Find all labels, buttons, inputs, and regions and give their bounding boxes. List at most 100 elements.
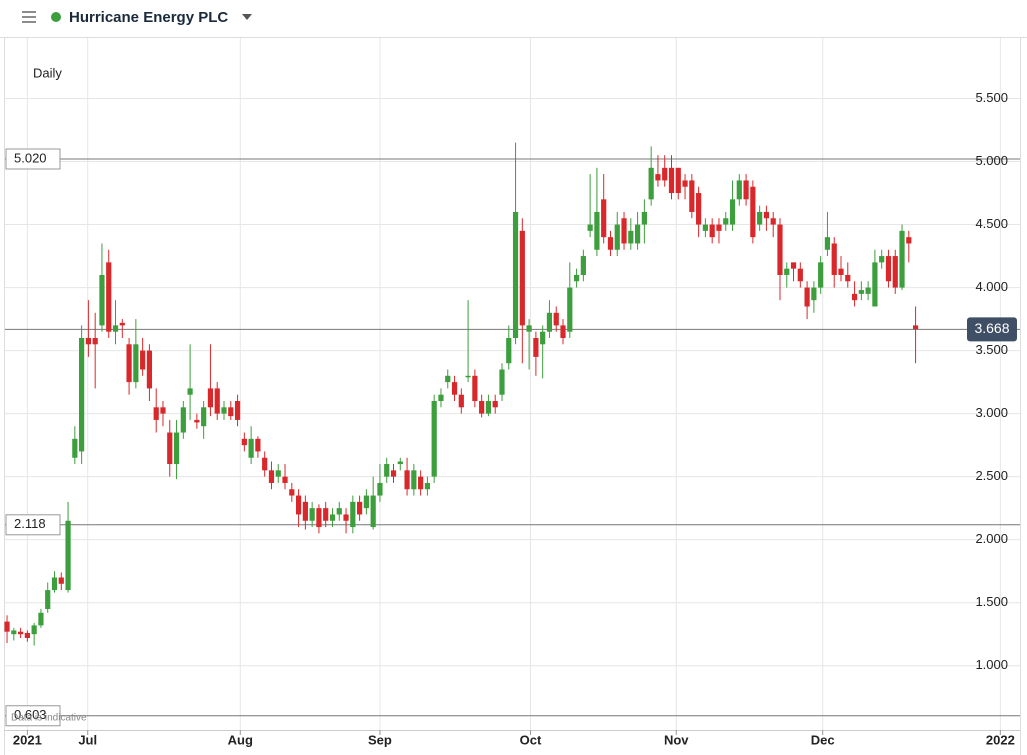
candle-body bbox=[519, 230, 525, 326]
level-badge bbox=[967, 317, 1017, 342]
disclaimer: Data is indicative bbox=[11, 713, 87, 724]
candle-body bbox=[302, 501, 308, 521]
candle-body bbox=[906, 237, 912, 244]
candle-body bbox=[119, 322, 125, 326]
candle-body bbox=[682, 180, 688, 187]
candle-body bbox=[845, 274, 851, 282]
top-bar bbox=[0, 0, 1027, 38]
candle-body bbox=[702, 224, 708, 231]
candle-body bbox=[255, 438, 261, 452]
candle-body bbox=[757, 211, 763, 225]
candle-body bbox=[11, 630, 17, 635]
candle-body bbox=[411, 470, 417, 490]
candle-body bbox=[92, 337, 98, 345]
candle-body bbox=[126, 344, 132, 383]
candle-body bbox=[194, 419, 200, 423]
candle-body bbox=[451, 382, 458, 395]
candle-body bbox=[24, 632, 30, 638]
y-tick-label: 4.000 bbox=[975, 279, 1008, 294]
candle-body bbox=[499, 369, 505, 395]
candle-body bbox=[180, 407, 186, 433]
candle-body bbox=[899, 230, 905, 288]
candle-body bbox=[885, 256, 892, 282]
candle-body bbox=[201, 407, 207, 427]
candle-body bbox=[445, 375, 451, 383]
candle-body bbox=[268, 470, 275, 483]
x-tick-label: Sep bbox=[368, 732, 392, 747]
candle-body bbox=[248, 438, 254, 458]
candle-body bbox=[133, 344, 139, 383]
candle-body bbox=[655, 174, 661, 181]
candle-body bbox=[363, 495, 369, 509]
candle-body bbox=[912, 325, 919, 330]
candle-body bbox=[533, 337, 539, 357]
candle-body bbox=[662, 167, 668, 181]
candle-body bbox=[614, 224, 620, 250]
candle-body bbox=[879, 256, 885, 263]
candle-body bbox=[140, 350, 146, 370]
dropdown-caret[interactable] bbox=[242, 14, 252, 20]
candle-body bbox=[336, 508, 342, 515]
candle-body bbox=[295, 495, 302, 515]
candle-body bbox=[357, 501, 363, 515]
candle-body bbox=[607, 237, 614, 250]
candle-body bbox=[329, 514, 336, 521]
candle-body bbox=[234, 401, 241, 420]
x-tick-label: Nov bbox=[664, 732, 689, 747]
interval-label: Daily bbox=[33, 65, 62, 80]
candle-body bbox=[675, 167, 681, 194]
candle-body bbox=[370, 495, 376, 528]
candle-body bbox=[275, 470, 281, 477]
level-label: 2.118 bbox=[14, 516, 46, 531]
level-label: 0.603 bbox=[14, 707, 47, 722]
candle-body bbox=[207, 388, 214, 408]
candle-body bbox=[38, 612, 44, 626]
candle-body bbox=[4, 621, 10, 632]
candle-body bbox=[770, 218, 776, 225]
x-tick-label: Dec bbox=[811, 732, 835, 747]
candle-body bbox=[241, 438, 247, 446]
candle-body bbox=[282, 476, 288, 483]
candle-body bbox=[228, 407, 234, 417]
candle-body bbox=[634, 224, 641, 244]
candle-body bbox=[831, 243, 837, 275]
candle-body bbox=[621, 218, 627, 244]
instrument-title[interactable]: Hurricane Energy PLC bbox=[69, 9, 228, 26]
y-tick-label: 5.500 bbox=[975, 90, 1008, 105]
candle-body bbox=[628, 230, 634, 244]
candle-body bbox=[221, 407, 227, 414]
candle-body bbox=[167, 432, 173, 465]
candle-body bbox=[146, 350, 153, 389]
candle-body bbox=[784, 268, 790, 275]
candle-body bbox=[106, 262, 112, 332]
candle-body bbox=[736, 180, 742, 200]
candle-body bbox=[390, 470, 397, 477]
candle-body bbox=[384, 464, 390, 477]
candle-body bbox=[729, 199, 736, 225]
y-tick-label: 1.000 bbox=[975, 657, 1008, 672]
candle-body bbox=[262, 457, 268, 471]
y-tick-label: 2.000 bbox=[975, 531, 1008, 546]
candle-body bbox=[58, 577, 64, 584]
level-box bbox=[5, 514, 61, 536]
candle-body bbox=[485, 401, 492, 414]
candle-body bbox=[587, 224, 593, 231]
candle-body bbox=[763, 211, 770, 219]
candle-body bbox=[696, 193, 702, 225]
candle-body bbox=[160, 407, 166, 414]
candle-body bbox=[99, 274, 105, 326]
candle-body bbox=[641, 211, 647, 225]
candle-body bbox=[187, 388, 193, 395]
y-tick-label: 3.500 bbox=[975, 342, 1008, 357]
candle-body bbox=[743, 180, 749, 200]
candle-body bbox=[668, 167, 675, 194]
candle-body bbox=[689, 180, 695, 212]
candle-body bbox=[512, 211, 519, 338]
candle-body bbox=[858, 290, 864, 294]
y-tick-label: 4.500 bbox=[975, 216, 1008, 231]
status-dot bbox=[51, 12, 61, 22]
menu-button[interactable] bbox=[22, 11, 36, 23]
candle-body bbox=[526, 325, 532, 332]
candle-body bbox=[153, 407, 159, 420]
candle-body bbox=[72, 438, 78, 458]
